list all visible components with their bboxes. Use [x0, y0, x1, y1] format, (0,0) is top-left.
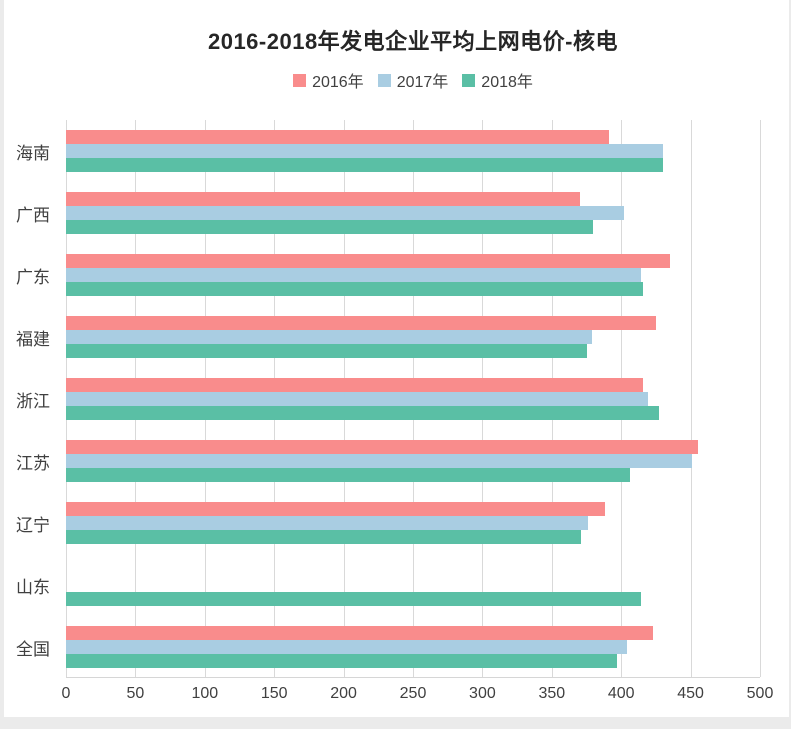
bar-山东-2018年: [66, 592, 641, 606]
bar-全国-2016年: [66, 626, 654, 640]
legend-label: 2017年: [396, 74, 449, 91]
bar-江苏-2018年: [66, 468, 630, 482]
gridline-500: [760, 120, 761, 677]
bar-福建-2018年: [66, 344, 587, 358]
legend-swatch-icon: [293, 73, 307, 87]
x-tick-label-150: 150: [260, 685, 288, 702]
x-tick-label-300: 300: [469, 685, 496, 702]
bar-全国-2017年: [66, 640, 627, 654]
bar-group-全国: [66, 616, 760, 678]
x-tick-label-350: 350: [538, 685, 566, 702]
bar-浙江-2016年: [66, 378, 644, 392]
x-axis-labels: 0 50 100 150 200 250 300 350 400 450 500: [62, 679, 774, 709]
category-label-海南: 海南: [16, 143, 50, 163]
y-axis-labels: 海南广西广东福建浙江江苏辽宁山东全国: [8, 120, 50, 678]
bar-广东-2017年: [66, 268, 641, 282]
x-tick-label-100: 100: [191, 685, 219, 702]
category-label-江苏: 江苏: [16, 453, 50, 473]
bar-group-广西: [66, 182, 760, 244]
category-label-辽宁: 辽宁: [16, 515, 50, 535]
category-label-全国: 全国: [16, 639, 50, 659]
x-tick-label-400: 400: [607, 685, 635, 702]
gridline-450: [690, 120, 692, 677]
bar-广西-2017年: [66, 206, 624, 220]
x-tick-label-0: 0: [61, 685, 71, 702]
legend-item-2018年: 2018年: [462, 68, 533, 92]
category-label-福建: 福建: [16, 329, 50, 349]
legend-item-2017年: 2017年: [377, 68, 449, 92]
bar-group-江苏: [66, 430, 760, 492]
bar-辽宁-2016年: [66, 502, 605, 516]
chart-panel: 2016-2018年发电企业平均上网电价-核电 2016年 2017年 2018年 …: [4, 0, 789, 717]
bar-group-福建: [66, 306, 760, 368]
bar-福建-2016年: [66, 316, 656, 330]
bar-海南-2017年: [66, 144, 663, 158]
x-tick-label-50: 50: [126, 685, 145, 702]
x-tick-label-200: 200: [330, 685, 357, 702]
bar-group-浙江: [66, 368, 760, 430]
legend-label: 2018年: [481, 74, 533, 91]
legend-label: 2016年: [312, 74, 364, 91]
bar-福建-2017年: [66, 330, 593, 344]
bar-辽宁-2017年: [66, 516, 588, 530]
bar-江苏-2017年: [66, 454, 692, 468]
category-label-广西: 广西: [16, 205, 50, 225]
bar-辽宁-2018年: [66, 530, 581, 544]
bar-广东-2016年: [66, 254, 670, 268]
bar-group-山东: [66, 554, 760, 616]
bar-全国-2018年: [66, 654, 618, 668]
x-tick-label-250: 250: [399, 685, 427, 702]
bar-广西-2018年: [66, 220, 594, 234]
bar-group-海南: [66, 120, 760, 182]
bar-group-辽宁: [66, 492, 760, 554]
x-tick-label-450: 450: [677, 685, 704, 702]
bar-group-广东: [66, 244, 760, 306]
chart-title: 2016-2018年发电企业平均上网电价-核电: [207, 29, 619, 54]
bar-海南-2016年: [66, 130, 609, 144]
bar-海南-2018年: [66, 158, 663, 172]
bar-广东-2018年: [66, 282, 644, 296]
category-label-山东: 山东: [16, 577, 50, 597]
legend-swatch-icon: [377, 73, 391, 87]
legend-swatch-icon: [462, 73, 476, 87]
chart-legend: 2016年 2017年 2018年: [66, 68, 760, 92]
legend-item-2016年: 2016年: [293, 68, 364, 92]
bar-江苏-2016年: [66, 440, 698, 454]
bar-rows: [66, 120, 760, 678]
bar-广西-2016年: [66, 192, 580, 206]
category-label-广东: 广东: [16, 267, 50, 287]
bar-浙江-2017年: [66, 392, 648, 406]
x-tick-label-500: 500: [746, 685, 774, 702]
bar-浙江-2018年: [66, 406, 659, 420]
category-label-浙江: 浙江: [16, 391, 50, 411]
plot-area: [66, 120, 761, 678]
